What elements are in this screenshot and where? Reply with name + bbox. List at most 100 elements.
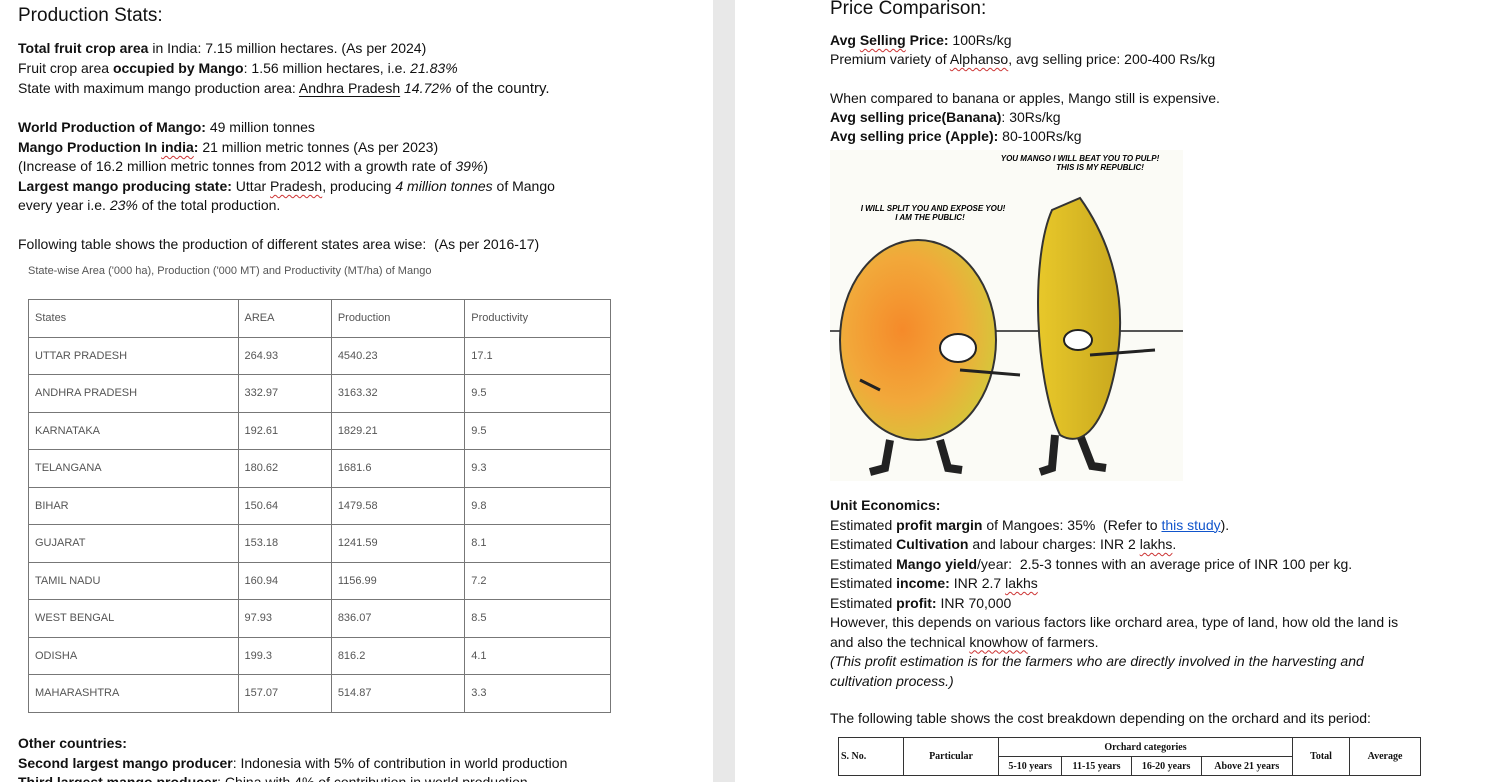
link-text: Andhra Pradesh (298, 80, 401, 96)
table-row: ANDHRA PRADESH 332.97 3163.32 9.5 (28, 374, 611, 413)
text: of Mangoes: 35% (Refer to (982, 516, 1162, 533)
text: knowhow (969, 633, 1028, 650)
table-cell: 514.87 (330, 674, 466, 713)
link: this study (1161, 516, 1221, 533)
text: 100Rs/kg (948, 32, 1012, 48)
text: and labour charges: INR 2 (968, 536, 1140, 552)
header-cell: 16-20 years (1130, 756, 1202, 776)
text-line: Estimated Cultivation and labour charges… (830, 535, 1176, 553)
italic: 4 million tonnes (395, 178, 493, 194)
text-line: World Production of Mango: 49 million to… (18, 118, 315, 136)
table-cell: 4.1 (464, 636, 611, 675)
bold: : (193, 139, 199, 155)
text: Estimated (830, 594, 897, 611)
table-cell: GUJARAT (28, 524, 239, 563)
bold: Avg selling price (Apple): (830, 128, 999, 144)
table-cell: Production (330, 299, 466, 338)
text: State with maximum mango production area… (18, 80, 299, 96)
table-cell: States (28, 299, 239, 338)
text-line: and also the technical knowhow of farmer… (830, 633, 1099, 651)
bold: Avg (830, 32, 860, 48)
text-line: The following table shows the cost break… (830, 710, 1371, 726)
text-line: When compared to banana or apples, Mango… (830, 89, 1220, 107)
table-cell: 9.5 (464, 374, 611, 413)
table-cell: AREA (237, 299, 332, 338)
table-cell: 8.1 (464, 524, 611, 563)
text: Fruit crop area (18, 60, 113, 76)
table-row: BIHAR 150.64 1479.58 9.8 (28, 486, 611, 525)
header-cell: 11-15 years (1061, 756, 1132, 776)
text: Alphanso (949, 51, 1009, 67)
text-line: Avg selling price (Apple): 80-100Rs/kg (830, 127, 1082, 145)
table-row: WEST BENGAL 97.93 836.07 8.5 (28, 599, 611, 638)
bold: Price: (905, 32, 949, 48)
table-cell: 160.94 (237, 561, 332, 600)
bold: Cultivation (896, 536, 969, 552)
table-cell: 1156.99 (330, 561, 466, 600)
heading: Production Stats: (18, 5, 163, 26)
table-cell: 264.93 (237, 336, 332, 375)
speech: THIS IS MY REPUBLIC! (1056, 163, 1144, 172)
heading: Price Comparison: (830, 0, 987, 19)
text: and also the technical (830, 633, 970, 650)
table-cell: 97.93 (237, 599, 332, 638)
text: of the total production. (137, 197, 281, 213)
italic: 14.72% (400, 80, 452, 96)
text-line: Premium variety of Alphanso, avg selling… (830, 50, 1215, 68)
table-cell: 1681.6 (330, 449, 466, 488)
bold: income: (896, 575, 950, 591)
text: of the country. (451, 80, 550, 97)
table-cell: 17.1 (464, 336, 611, 375)
table-row: TAMIL NADU 160.94 1156.99 7.2 (28, 561, 611, 600)
text-line: Largest mango producing state: Uttar Pra… (18, 177, 555, 195)
text-line: Fruit crop area occupied by Mango: 1.56 … (18, 59, 458, 77)
text-line: Other countries: (18, 734, 127, 752)
speech: YOU MANGO I WILL BEAT YOU TO PULP! (1001, 154, 1160, 163)
table-cell: TELANGANA (28, 449, 239, 488)
table-cell: 150.64 (237, 486, 332, 525)
text-line: Estimated Mango yield/year: 2.5-3 tonnes… (830, 555, 1352, 573)
left-page: Production Stats: Total fruit crop area … (0, 0, 713, 782)
text: lakhs (1139, 536, 1173, 552)
bold: Mango yield (896, 555, 978, 572)
text: : 30Rs/kg (1001, 109, 1061, 125)
table-cell: 1479.58 (330, 486, 466, 525)
table-row: GUJARAT 153.18 1241.59 8.1 (28, 524, 611, 563)
speech: I WILL SPLIT YOU AND EXPOSE YOU! (861, 204, 1006, 213)
text: cultivation process.) (830, 672, 954, 689)
speech: I AM THE PUBLIC! (895, 213, 965, 222)
text: of farmers. (1027, 633, 1099, 650)
italic: 21.83% (410, 60, 458, 76)
text-line: every year i.e. 23% of the total product… (18, 196, 280, 214)
text-line: Estimated income: INR 2.7 lakhs (830, 574, 1038, 592)
text: , avg selling price: 200-400 Rs/kg (1008, 51, 1216, 67)
italic: 23% (109, 197, 138, 213)
table-cell: 8.5 (464, 599, 611, 638)
table-cell: MAHARASHTRA (28, 674, 239, 713)
header-cell: S. No. (838, 737, 904, 776)
text: When compared to banana or apples, Mango… (830, 90, 1220, 106)
header-cell: Total (1292, 737, 1350, 776)
table-cell: 157.07 (237, 674, 332, 713)
bold: Selling (859, 32, 906, 48)
text-line: Unit Economics: (830, 496, 940, 514)
header-cell: Particular (903, 737, 999, 776)
text: ). (1220, 516, 1230, 533)
text: Estimated (830, 516, 897, 533)
text-line: (This profit estimation is for the farme… (830, 652, 1364, 670)
header-cell: Orchard categories (998, 737, 1293, 757)
text-line: However, this depends on various factors… (830, 613, 1398, 631)
text: INR 2.7 (949, 575, 1006, 591)
text: . (1172, 536, 1177, 552)
table-cell: 9.5 (464, 411, 611, 450)
table-cell: 153.18 (237, 524, 332, 563)
text-line: Estimated profit margin of Mangoes: 35% … (830, 516, 1229, 534)
text-line: Third largest mango producer: China with… (18, 773, 528, 782)
table-row: ODISHA 199.3 816.2 4.1 (28, 636, 611, 675)
text: : Indonesia with 5% of contribution in w… (232, 755, 568, 771)
text: Premium variety of (830, 51, 950, 67)
header-cell: 5-10 years (997, 756, 1063, 776)
table-cell: 7.2 (464, 561, 611, 600)
table-cell: 192.61 (237, 411, 332, 450)
text: (This profit estimation is for the farme… (830, 653, 1364, 669)
